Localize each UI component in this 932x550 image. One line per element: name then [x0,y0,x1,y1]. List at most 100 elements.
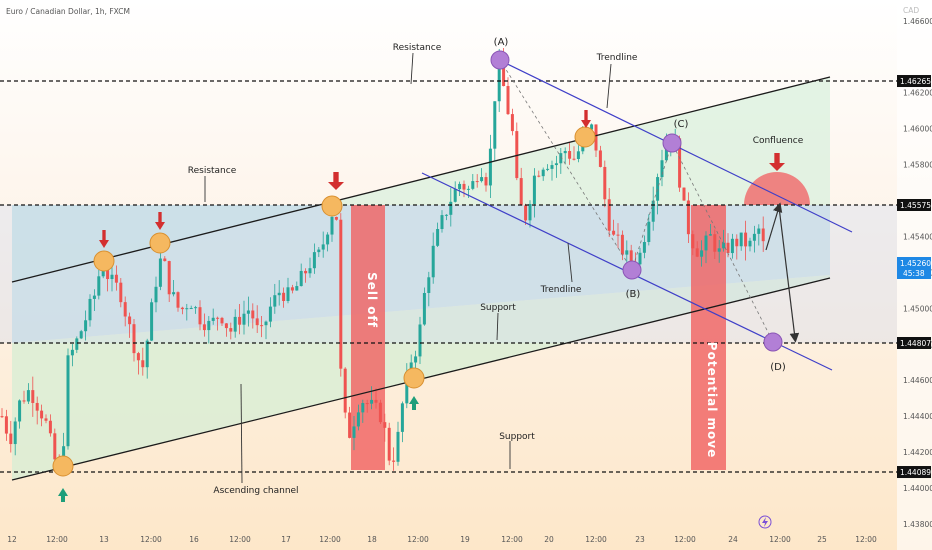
candle-body [97,276,101,296]
candle-body [370,399,374,404]
candle-body [700,250,704,257]
abcd-path [499,59,774,343]
candle-body [356,412,360,427]
candle-body [53,433,57,460]
candle-body [436,229,440,246]
time-tick-label: 16 [189,535,199,544]
down-arrow-icon [328,182,344,190]
candle-body [312,252,316,269]
candle-body [141,360,145,368]
annotation-sell-off: Sell off [365,272,379,328]
up-arrow-icon [61,496,65,502]
annotation-potential-move: Potential move [705,342,719,458]
time-tick-label: 12 [7,535,17,544]
candle-body [414,356,418,363]
candle-body [202,324,206,331]
candle-body [229,328,233,332]
up-arrow-icon [409,396,419,404]
candle-body [286,287,290,301]
candle-body [515,131,519,179]
candle-body [150,302,154,341]
candle-body [708,234,712,236]
annotation-pointer [496,312,499,341]
candle-body [647,221,651,242]
level-tag-bg [897,75,931,88]
candle-body [110,274,114,280]
candle-body [48,420,52,434]
candle-body [180,307,184,310]
candle-body [70,349,74,356]
candle-body [427,277,431,293]
candle-body [462,183,466,190]
candle-body [735,238,739,247]
candle-body [119,282,123,303]
down-arrow-icon [333,172,339,182]
down-arrow-icon [581,120,591,128]
candle-body [198,307,202,325]
candle-body [44,418,48,421]
swing-point-marker [93,250,115,272]
candle-body [392,460,396,462]
candle-body [475,181,479,183]
candle-body [154,286,158,303]
candle-body [299,270,303,287]
swing-point-marker [52,455,74,477]
time-tick-label: 12:00 [769,535,791,544]
abcd-point-marker [622,260,642,280]
candle-body [189,308,193,310]
candle-body [598,150,602,167]
candle-body [409,362,413,372]
candle-body [348,412,352,438]
candle-body [242,313,246,325]
candle-body [246,310,250,314]
candle-body [387,427,391,461]
candle-body [449,201,453,215]
candle-body [163,258,167,262]
time-tick-label: 20 [544,535,554,544]
point-label: (D) [770,362,786,373]
candle-body [431,245,435,278]
annotation-pointer [410,52,414,85]
annotation-support-bottom: Support [499,432,535,442]
candle-body [211,317,215,321]
candle-body [532,175,536,204]
price-tick-label: 1.46600 [903,17,932,26]
candle-body [510,114,514,132]
abcd-point-marker [662,133,682,153]
candle-body [396,431,400,462]
candle-body [172,292,176,295]
candle-body [79,331,83,339]
candle-body [629,250,633,264]
time-tick-label: 12:00 [855,535,877,544]
candle-body [277,292,281,296]
swing-point-marker [574,126,596,148]
level-tag-label: 1.45575 [900,201,931,210]
point-label: (C) [674,119,689,130]
candle-body [220,317,224,324]
down-arrow-icon [584,110,588,120]
level-tag-label: 1.46265 [900,77,931,86]
candle-body [317,249,321,253]
time-tick-label: 12:00 [585,535,607,544]
candle-body [739,232,743,247]
candle-body [4,416,8,434]
candle-body [361,403,365,413]
candle-body [418,324,422,357]
down-arrow-icon [774,153,780,163]
candle-body [559,153,563,164]
candle-body [282,292,286,301]
candle-body [484,177,488,186]
current-price-label: 1.45260 [900,259,931,268]
candle-body [352,426,356,438]
price-tick-label: 1.43800 [903,520,932,529]
candle-body [524,205,528,221]
candle-body [691,234,695,249]
candle-body [590,124,594,130]
candle-body [343,368,347,413]
candle-body [400,403,404,432]
level-tag-bg [897,466,931,479]
candle-body [607,199,611,231]
candle-body [75,338,79,350]
candle-body [295,286,299,291]
